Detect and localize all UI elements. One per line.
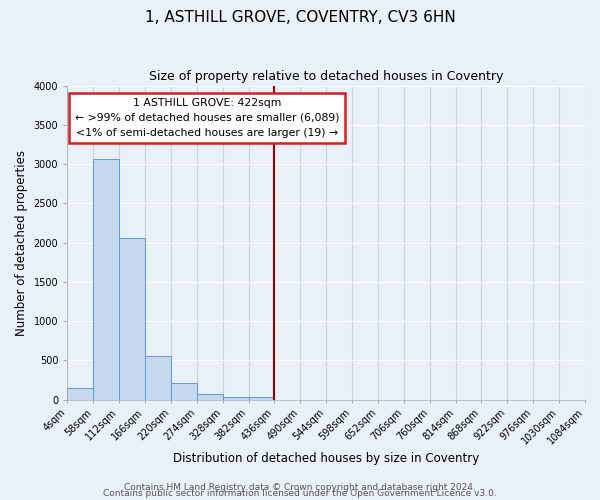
Text: Contains HM Land Registry data © Crown copyright and database right 2024.: Contains HM Land Registry data © Crown c…	[124, 484, 476, 492]
Bar	[119, 238, 145, 400]
Text: 1 ASTHILL GROVE: 422sqm
← >99% of detached houses are smaller (6,089)
<1% of sem: 1 ASTHILL GROVE: 422sqm ← >99% of detach…	[75, 98, 340, 138]
Bar	[93, 160, 119, 400]
Text: 1, ASTHILL GROVE, COVENTRY, CV3 6HN: 1, ASTHILL GROVE, COVENTRY, CV3 6HN	[145, 10, 455, 25]
Bar	[223, 396, 248, 400]
Bar	[248, 398, 274, 400]
Bar	[171, 383, 197, 400]
Bar	[145, 356, 171, 400]
Bar	[67, 388, 93, 400]
Text: Contains public sector information licensed under the Open Government Licence v3: Contains public sector information licen…	[103, 490, 497, 498]
X-axis label: Distribution of detached houses by size in Coventry: Distribution of detached houses by size …	[173, 452, 479, 465]
Y-axis label: Number of detached properties: Number of detached properties	[15, 150, 28, 336]
Title: Size of property relative to detached houses in Coventry: Size of property relative to detached ho…	[149, 70, 503, 83]
Bar	[197, 394, 223, 400]
